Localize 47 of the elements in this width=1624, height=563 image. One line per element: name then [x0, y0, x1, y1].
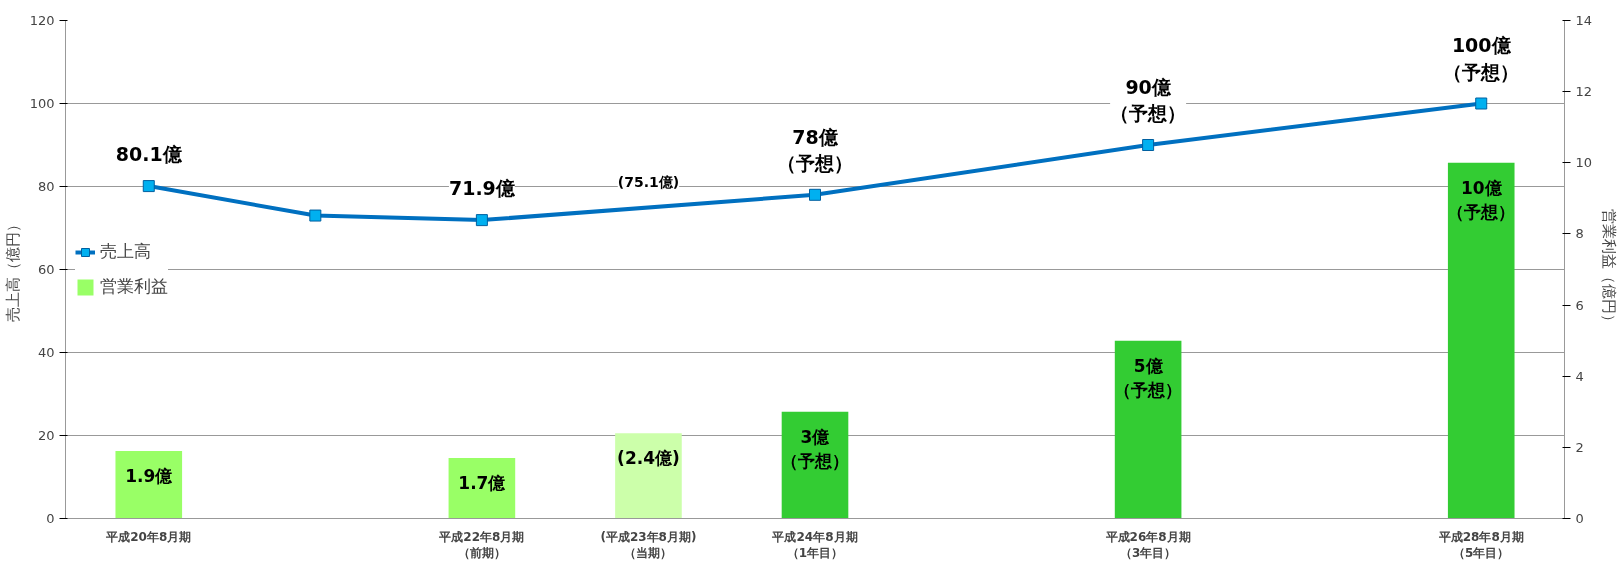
- bar: [1114, 340, 1182, 519]
- y2-tick-label: 0: [1575, 511, 1584, 526]
- bar: [615, 433, 682, 519]
- y-axis-title: 売上高（億円）: [3, 217, 22, 322]
- y2-tick-label: 12: [1575, 84, 1593, 100]
- y2-tick-label: 6: [1575, 297, 1584, 313]
- y-tick-label: 40: [37, 345, 55, 360]
- data-label: 90億（予想）: [1110, 75, 1187, 125]
- y-tick-label: 20: [37, 428, 55, 443]
- data-label: 1.9億: [125, 465, 174, 486]
- x-tick-label: 平成22年8月期（前期）: [438, 529, 525, 561]
- data-label: 3億（予想）: [781, 426, 849, 471]
- x-tick-label: 平成26年8月期（3年目）: [1104, 529, 1191, 561]
- y2-axis-title: 営業利益（億円）: [1600, 209, 1619, 330]
- legend-label: 売上高: [100, 240, 151, 263]
- x-tick-label: (平成23年8月期)（当期）: [600, 529, 697, 561]
- y-tick-label: 80: [37, 179, 55, 194]
- bar: [115, 450, 183, 519]
- data-label: 71.9億: [448, 177, 516, 200]
- x-tick-label: 平成20年8月期: [105, 529, 192, 544]
- y-tick-label: 120: [29, 13, 55, 28]
- x-tick-label: 平成28年8月期（5年目）: [1437, 529, 1524, 561]
- point: [1142, 139, 1155, 151]
- y-tick-label: 0: [46, 511, 55, 526]
- data-label: 78億（予想）: [777, 125, 853, 175]
- point: [309, 209, 322, 222]
- data-label: 80.1億: [115, 143, 183, 166]
- annotation: (75.1億): [617, 174, 680, 191]
- legend-label: 営業利益: [100, 275, 168, 298]
- y2-tick-label: 8: [1575, 226, 1584, 242]
- point: [142, 180, 155, 193]
- y2-tick-label: 2: [1575, 439, 1584, 455]
- data-label: 5億（予想）: [1114, 355, 1183, 400]
- y2-tick-label: 10: [1575, 155, 1593, 171]
- y2-tick-label: 14: [1575, 13, 1593, 28]
- data-label: 1.7億: [458, 472, 507, 493]
- data-label: 100億（予想）: [1443, 34, 1520, 83]
- y-tick-label: 60: [37, 262, 55, 277]
- point: [1475, 97, 1488, 110]
- data-label: 10億（予想）: [1447, 177, 1516, 222]
- x-tick-label: 平成24年8月期（1年目）: [771, 529, 858, 561]
- point: [809, 188, 821, 201]
- data-label: (2.4億): [617, 448, 680, 469]
- point: [475, 214, 488, 227]
- bar: [1447, 162, 1515, 519]
- y-tick-label: 100: [29, 96, 55, 111]
- y2-tick-label: 4: [1575, 368, 1584, 384]
